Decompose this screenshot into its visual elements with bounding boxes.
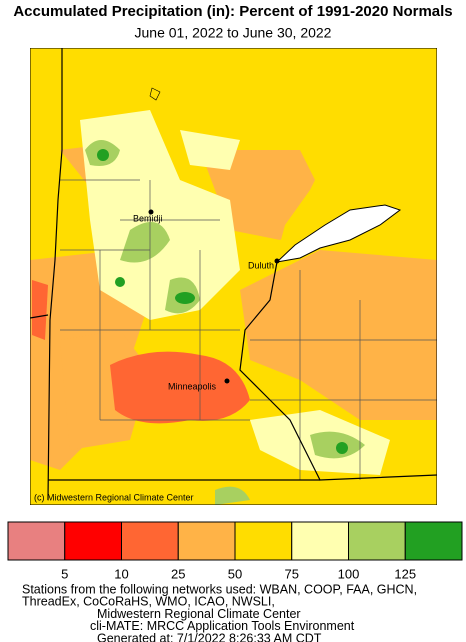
city-label: Bemidji [133,213,163,223]
lake-superior [275,204,402,263]
legend-swatch [177,521,236,561]
footer-line: Stations from the following networks use… [22,582,417,596]
subtitle: June 01, 2022 to June 30, 2022 [135,25,332,41]
state-border [30,314,49,319]
island [149,87,161,101]
legend-swatch [291,521,349,561]
county-lines [60,179,437,480]
legend-swatch [404,521,463,561]
region [175,292,195,304]
city-label: Minneapolis [168,381,217,391]
city-dot [148,209,154,215]
region [115,277,125,287]
state-border [47,48,63,501]
legend-swatch [7,521,66,561]
region [180,130,240,170]
region [120,222,170,263]
footer-line: ThreadEx, CoCoRaHS, WMO, ICAO, NWSLI, [22,595,275,609]
legend-label: 75 [285,566,299,581]
footer-line: Generated at: 7/1/2022 8:26:33 AM CDT [97,631,322,642]
legend-label: 25 [171,566,185,581]
city-dot [274,258,280,264]
legend-label: 10 [114,566,128,581]
city-label: Duluth [248,260,274,270]
region [336,442,348,454]
region [97,149,109,161]
legend-swatch [121,521,179,561]
legend-label: 125 [394,566,416,581]
city-dot [224,378,230,384]
legend-label: 50 [228,566,242,581]
region [32,280,48,340]
legend-label: 5 [61,566,68,581]
region [240,250,437,420]
footer-line: cli-MATE: MRCC Application Tools Environ… [90,619,355,633]
legend-label: 100 [338,566,360,581]
title: Accumulated Precipitation (in): Percent … [13,3,452,20]
legend-swatch [348,521,406,561]
credit: (c) Midwestern Regional Climate Center [34,492,194,502]
region [275,48,437,262]
map: Bemidji Duluth Minneapolis (c) Midwester… [30,48,437,505]
footer-line: Midwestern Regional Climate Center [97,607,301,621]
state-border [239,261,437,481]
region [215,486,250,505]
legend-swatch [64,521,122,561]
region [110,351,250,424]
legend-swatch [234,521,293,561]
